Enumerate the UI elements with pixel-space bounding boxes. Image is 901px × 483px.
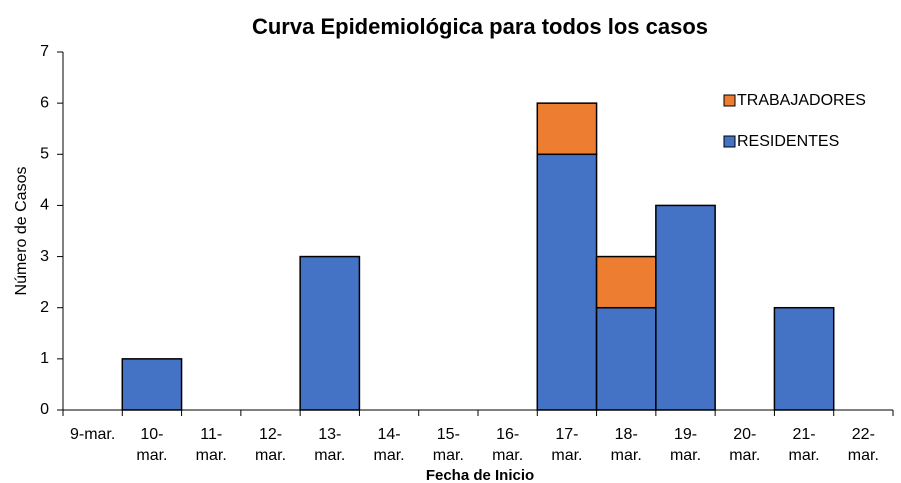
bar-segment [536, 102, 598, 156]
bar-segment [773, 306, 835, 411]
x-tick-label: 16-mar. [492, 426, 523, 464]
y-tick-label: 4 [40, 197, 49, 214]
bar-segment [595, 255, 657, 309]
x-tick-label: 10-mar. [136, 426, 167, 464]
legend-label: RESIDENTES [737, 133, 839, 150]
legend-swatch [723, 135, 736, 148]
x-tick-label: 11-mar. [196, 426, 227, 464]
y-tick-label: 3 [40, 248, 49, 265]
y-tick-label: 1 [40, 350, 49, 367]
x-tick-label: 21-mar. [789, 426, 820, 464]
bar-segment [595, 306, 657, 411]
x-tick-label: 18-mar. [611, 426, 642, 464]
y-axis-label: Número de Casos [13, 167, 30, 296]
bar-segment [121, 358, 183, 411]
legend-swatch [723, 94, 736, 107]
y-tick-label: 5 [40, 146, 49, 163]
bar-segment [299, 255, 361, 411]
x-tick-label: 14-mar. [374, 426, 405, 464]
x-tick-label: 19-mar. [670, 426, 701, 464]
x-tick-label: 17-mar. [551, 426, 582, 464]
chart-title: Curva Epidemiológica para todos los caso… [252, 14, 708, 39]
bar-segment [536, 153, 598, 411]
x-axis-label: Fecha de Inicio [426, 467, 534, 483]
x-tick-label: 20-mar. [729, 426, 760, 464]
x-tick-label: 9-mar. [70, 426, 115, 443]
x-tick-label: 13-mar. [314, 426, 345, 464]
y-tick-label: 2 [40, 299, 49, 316]
x-tick-label: 22-mar. [848, 426, 879, 464]
y-tick-label: 7 [40, 43, 49, 60]
bar-segment [655, 204, 716, 411]
y-tick-label: 6 [40, 94, 49, 111]
y-tick-label: 0 [40, 401, 49, 418]
legend-label: TRABAJADORES [737, 92, 866, 109]
x-tick-label: 12-mar. [255, 426, 286, 464]
x-tick-label: 15-mar. [433, 426, 464, 464]
